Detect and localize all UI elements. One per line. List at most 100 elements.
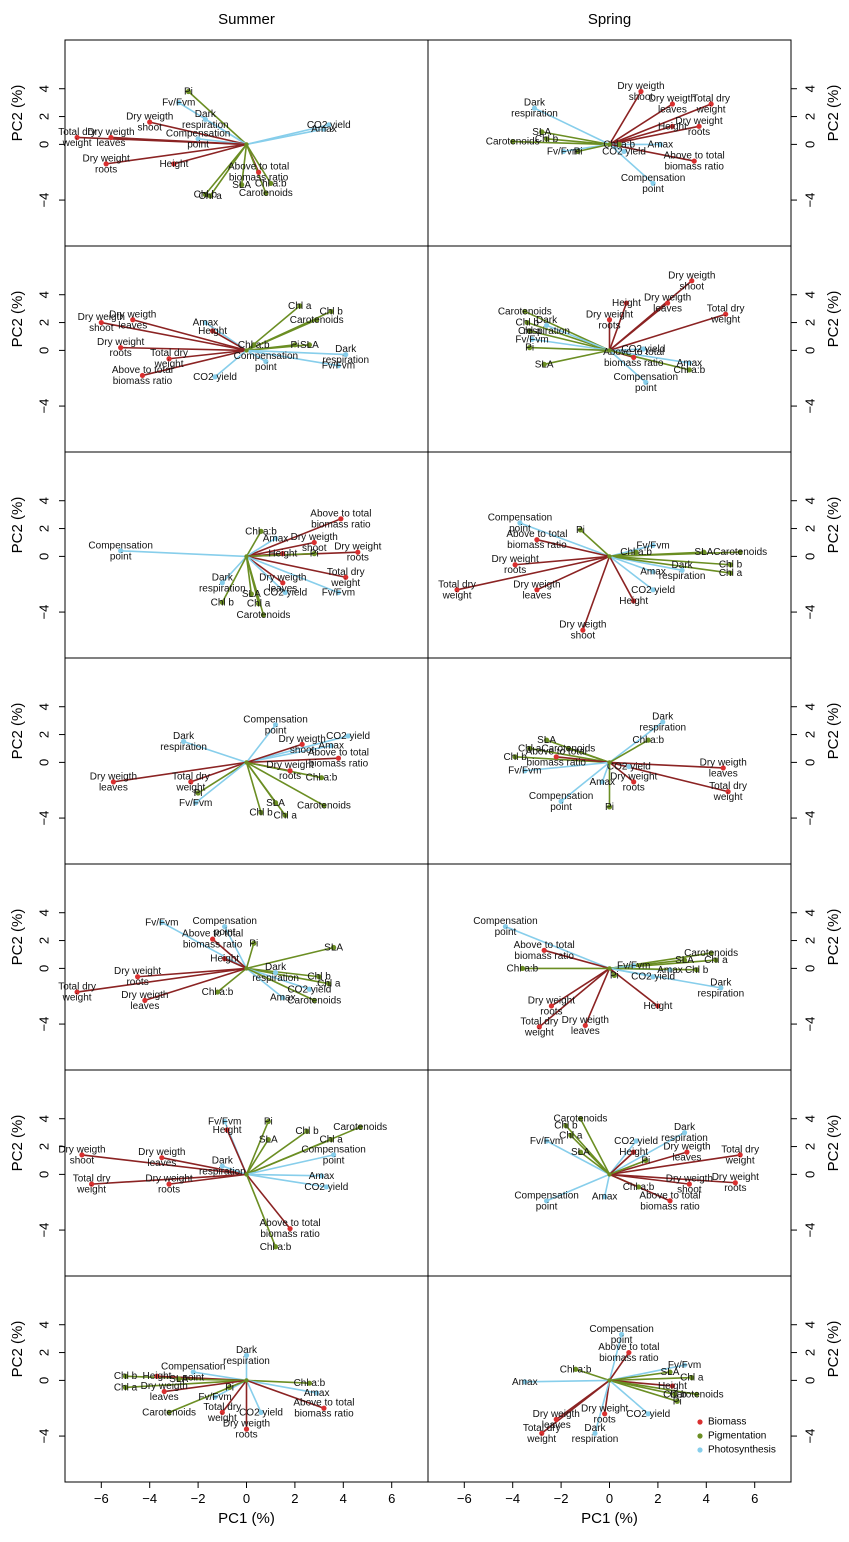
vector-label-above-to-total-biomass-ratio: Above to total biomass ratio: [228, 161, 289, 183]
point-chl-b: [672, 1391, 678, 1397]
vector-label-dry-weigth-shoot: Dry weigth shoot: [666, 1173, 713, 1195]
point-amax: [280, 995, 286, 1001]
vector-label-height: Height: [268, 548, 297, 559]
point-height: [631, 598, 637, 604]
vector-total-dry-weight: [609, 313, 726, 352]
vector-total-dry-weight: [91, 1173, 247, 1185]
vector-label-dark-respiration: Dark respiration: [223, 1344, 270, 1366]
vector-pi: [579, 529, 611, 557]
vector-label-compensation-point: Compensation point: [514, 1190, 578, 1212]
vector-fv-fvm: [246, 349, 339, 367]
point-pi: [606, 804, 613, 810]
x-tick-label: −6: [94, 1491, 109, 1506]
vector-chl-a: [125, 1379, 247, 1389]
vector-label-above-to-total-biomass-ratio: Above to total biomass ratio: [526, 746, 587, 768]
point-pi: [527, 345, 533, 351]
point-pi: [577, 527, 584, 533]
vector-label-chl-a-b: Chl a:b: [507, 963, 539, 974]
vector-above-to-total-biomass-ratio: [245, 1173, 291, 1230]
vector-compensation-point: [246, 349, 267, 363]
point-chl-a-b: [519, 965, 525, 971]
point-height: [154, 1373, 160, 1379]
vector-dry-weight-roots: [106, 143, 247, 165]
vector-label-co2-yield: CO2 yield: [326, 731, 370, 742]
y-tick-label: 2: [36, 1349, 51, 1356]
point-dry-weight-roots: [696, 123, 702, 129]
legend-label-biomass: Biomass: [708, 1417, 746, 1428]
point-dry-weight-roots: [103, 161, 109, 167]
point-carotenoids: [260, 612, 267, 618]
vector-label-carotenoids: Carotenoids: [670, 1389, 724, 1400]
point-dark-respiration: [219, 580, 225, 586]
vector-pi: [187, 90, 248, 145]
vector-label-chl-a: Chl a: [719, 568, 743, 579]
y-tick-label: 4: [802, 85, 817, 92]
point-amax: [522, 1379, 528, 1385]
vector-label-chl-a: Chl a: [559, 1130, 583, 1141]
vector-chl-a-b: [246, 1379, 310, 1384]
point-dark-respiration: [343, 351, 349, 358]
point-fv-fvm: [650, 542, 656, 548]
point-dry-weigth-leaves: [534, 587, 540, 593]
vector-label-co2-yield: CO2 yield: [287, 984, 331, 995]
point-chl-b: [219, 599, 225, 605]
vector-label-fv-fvm: Fv/Fvm: [179, 797, 212, 808]
vector-dry-weigth-shoot: [81, 1154, 247, 1176]
vector-label-dry-weight-roots: Dry weight roots: [114, 966, 161, 988]
point-dry-weight-roots: [732, 1180, 738, 1186]
vector-dark-respiration: [221, 555, 248, 584]
point-dry-weight-roots: [548, 1003, 555, 1009]
vector-amax: [603, 1174, 611, 1197]
vector-label-height: Height: [619, 596, 648, 607]
vector-height: [608, 1151, 635, 1175]
vector-compensation-point: [608, 1334, 623, 1381]
vector-label-pi: Pi: [673, 1396, 682, 1407]
point-dry-weight-roots: [602, 1411, 608, 1417]
vector-label-dry-weigth-leaves: Dry weigth leaves: [649, 93, 696, 115]
vector-label-amax: Amax: [589, 777, 615, 788]
vector-label-pi: Pi: [576, 525, 585, 536]
origin-point: [607, 142, 612, 147]
point-amax: [272, 535, 279, 541]
point-chl-a-b: [258, 528, 264, 534]
x-tick-label: 2: [291, 1491, 298, 1506]
point-chl-a-b: [272, 1244, 279, 1250]
vector-dry-weigth-leaves: [164, 1379, 247, 1393]
vector-label-dark-respiration: Dark respiration: [659, 559, 706, 581]
point-sla: [577, 1149, 584, 1155]
vector-label-sla: SLA: [242, 589, 261, 600]
vector-label-total-dry-weight: Total dry weight: [327, 566, 365, 588]
vector-compensation-point: [246, 1154, 334, 1176]
vector-chl-b: [246, 1130, 308, 1176]
vector-label-carotenoids: Carotenoids: [239, 188, 293, 199]
vector-label-dark-respiration: Dark respiration: [160, 731, 207, 753]
vector-label-fv-fvm: Fv/Fvm: [515, 334, 548, 345]
point-amax: [686, 360, 692, 366]
point-chl-b: [122, 1373, 129, 1379]
vector-label-co2-yield: CO2 yield: [239, 1407, 283, 1418]
vector-label-carotenoids: Carotenoids: [236, 609, 290, 620]
point-carotenoids: [166, 1409, 172, 1416]
vector-label-dry-weight-roots: Dry weight roots: [491, 554, 538, 576]
x-tick-label: −2: [191, 1491, 206, 1506]
vector-label-amax: Amax: [311, 124, 337, 135]
y-tick-label: 4: [802, 497, 817, 504]
point-height: [669, 123, 676, 129]
vector-chl-a: [246, 967, 329, 985]
vector-label-amax: Amax: [512, 1376, 538, 1387]
vector-label-dry-weight-roots: Dry weight roots: [334, 541, 381, 563]
vector-label-co2-yield: CO2 yield: [193, 371, 237, 382]
vector-chl-b: [609, 555, 731, 566]
vector-carotenoids: [168, 1379, 247, 1414]
vector-sla: [245, 1139, 269, 1175]
vector-label-dry-weight-roots: Dry weight roots: [97, 337, 144, 359]
vector-label-chl-b: Chl b: [194, 189, 218, 200]
point-co2-yield: [345, 733, 351, 739]
vector-label-dark-respiration: Dark respiration: [199, 1155, 246, 1177]
point-dry-weight-roots: [118, 345, 124, 351]
vector-label-dry-weigth-leaves: Dry weigth leaves: [533, 1409, 580, 1431]
y-axis-label: PC2 (%): [9, 909, 26, 966]
vector-above-to-total-biomass-ratio: [246, 518, 342, 558]
vector-label-pi: Pi: [641, 1155, 650, 1166]
vector-label-sla: SLA: [537, 735, 556, 746]
